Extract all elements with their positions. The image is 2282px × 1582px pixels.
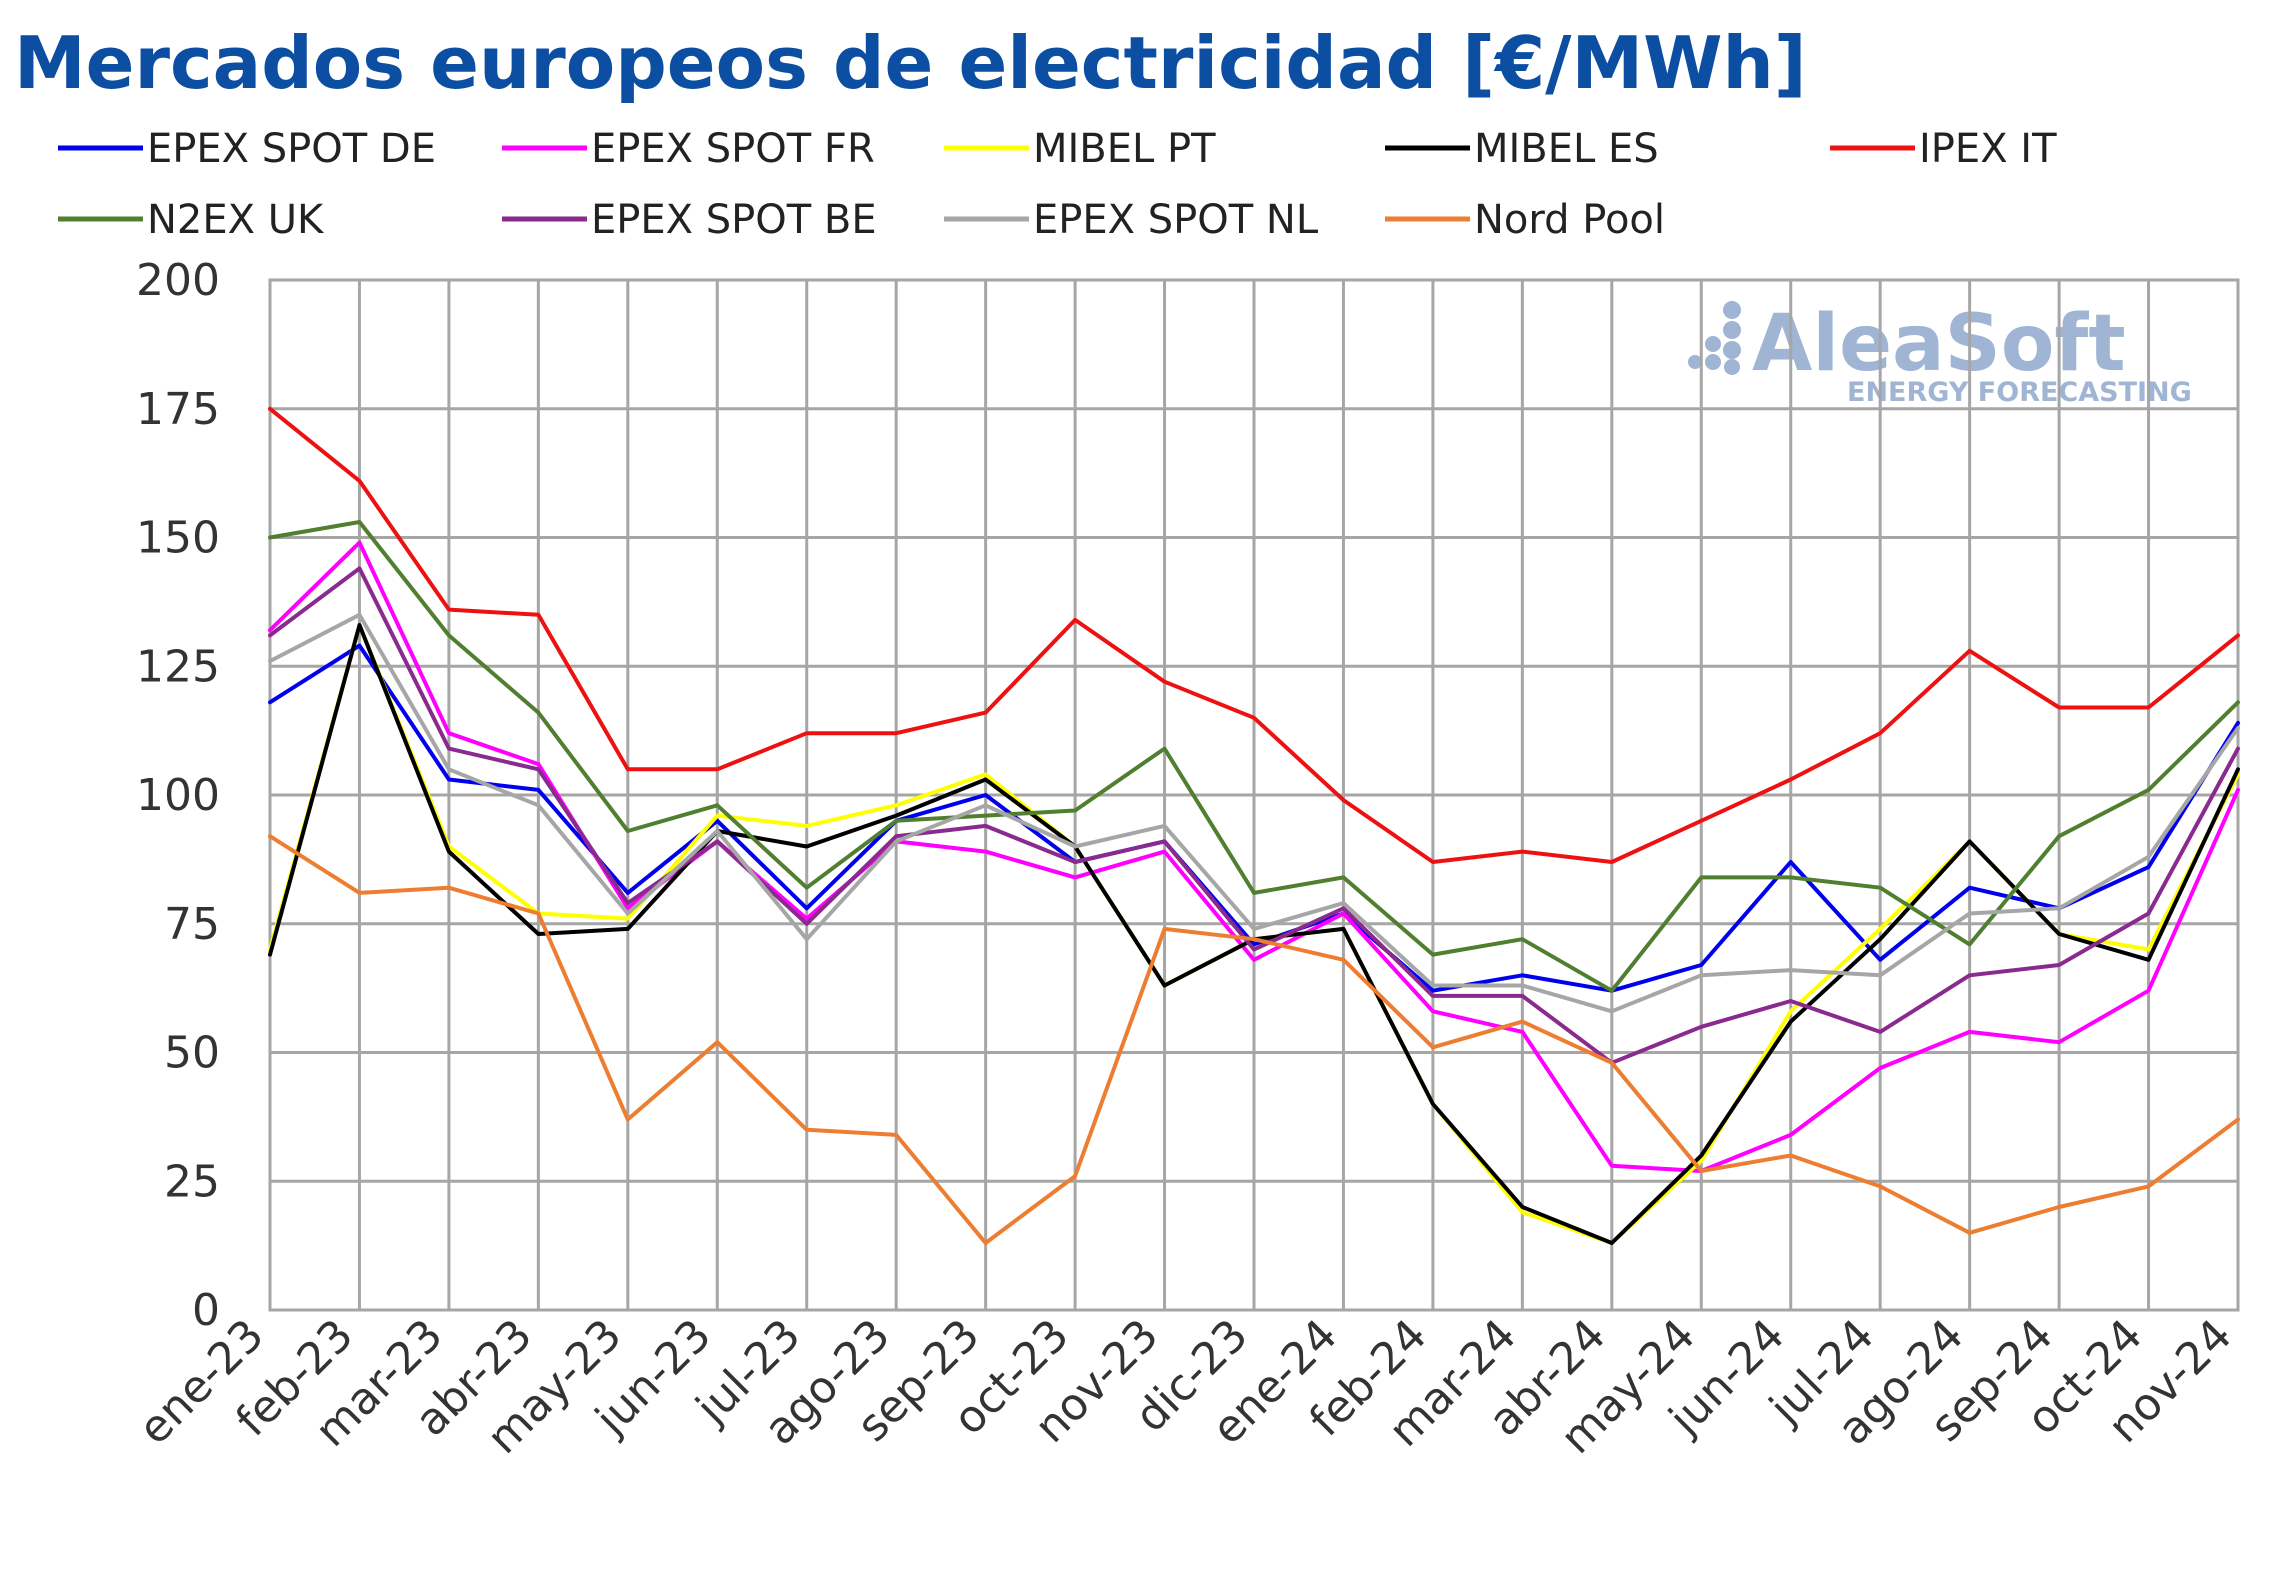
legend-item-n2ex-uk: N2EX UK: [58, 197, 325, 243]
legend-item-ipex-it: IPEX IT: [1830, 126, 2057, 172]
legend-item-epex-spot-nl: EPEX SPOT NL: [944, 197, 1319, 243]
legend-label: EPEX SPOT NL: [1033, 197, 1319, 243]
aleasoft-logo-icon: [1688, 301, 1741, 375]
y-tick-label: 100: [136, 770, 220, 821]
series-line-n2ex-uk: [268, 520, 2240, 993]
legend: EPEX SPOT DE EPEX SPOT FR MIBEL PT MIBEL ES…: [58, 126, 2057, 243]
y-tick-label: 50: [164, 1028, 220, 1079]
brand-tagline: ENERGY FORECASTING: [1847, 377, 2192, 408]
legend-item-nord-pool: Nord Pool: [1385, 197, 1665, 243]
legend-label: N2EX UK: [147, 197, 325, 243]
legend-label: EPEX SPOT BE: [591, 197, 877, 243]
brand-name: AleaSoft: [1752, 299, 2126, 389]
y-tick-label: 200: [136, 255, 220, 306]
chart-title: Mercados europeos de electricidad [€/MWh…: [14, 21, 1807, 105]
series-line-epex-spot-be: [268, 566, 2240, 1065]
series-line-ipex-it: [268, 406, 2240, 864]
y-tick-label: 125: [136, 641, 220, 692]
y-tick-label: 150: [136, 513, 220, 564]
legend-label: MIBEL PT: [1033, 126, 1216, 172]
y-tick-label: 0: [192, 1285, 220, 1336]
y-tick-label: 25: [164, 1156, 220, 1207]
legend-item-epex-spot-fr: EPEX SPOT FR: [502, 126, 875, 172]
legend-label: Nord Pool: [1474, 197, 1665, 243]
legend-label: EPEX SPOT DE: [147, 126, 436, 172]
brand-watermark: AleaSoft ENERGY FORECASTING: [1688, 299, 2192, 408]
y-tick-label: 175: [136, 384, 220, 435]
legend-label: MIBEL ES: [1474, 126, 1659, 172]
legend-label: IPEX IT: [1919, 126, 2057, 172]
series-line-epex-spot-nl: [268, 612, 2240, 1014]
series-line-nord-pool: [268, 834, 2240, 1245]
legend-item-epex-spot-de: EPEX SPOT DE: [58, 126, 436, 172]
legend-item-epex-spot-be: EPEX SPOT BE: [502, 197, 877, 243]
legend-item-mibel-pt: MIBEL PT: [944, 126, 1216, 172]
plot-border: [268, 278, 2240, 1312]
y-tick-label: 75: [164, 899, 220, 950]
legend-item-mibel-es: MIBEL ES: [1385, 126, 1659, 172]
legend-label: EPEX SPOT FR: [591, 126, 875, 172]
plot-area: 0255075100125150175200ene-23feb-23mar-23…: [129, 255, 2242, 1464]
